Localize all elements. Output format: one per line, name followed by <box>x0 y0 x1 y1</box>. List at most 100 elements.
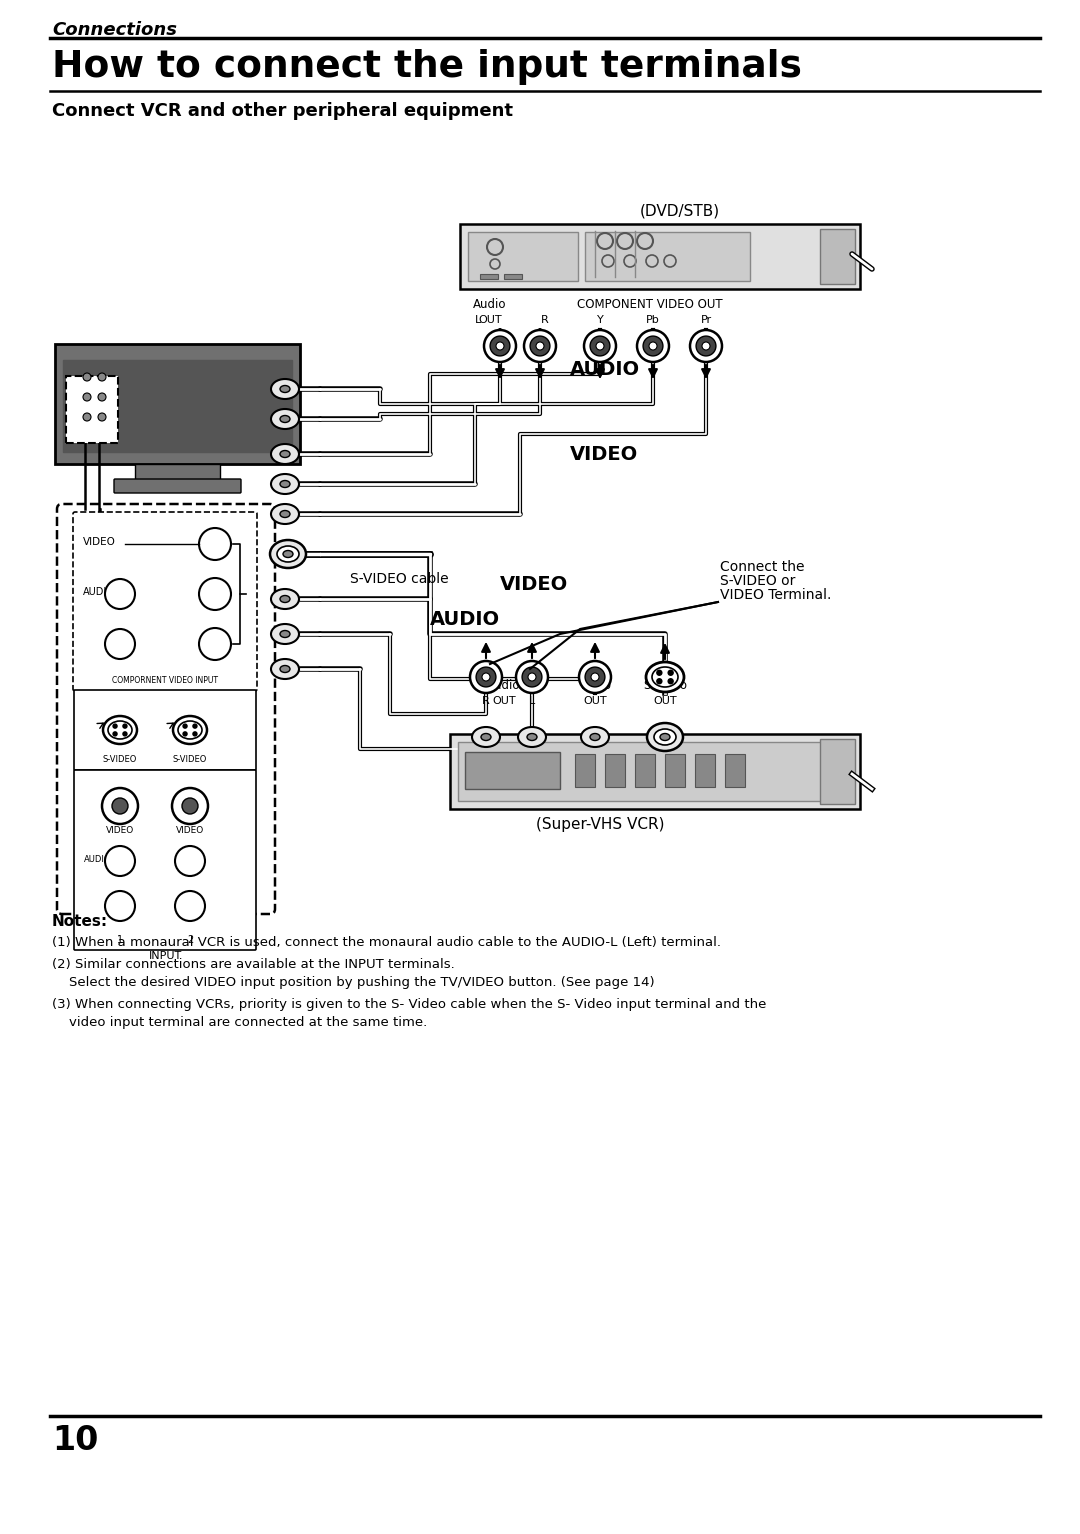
Circle shape <box>98 393 106 400</box>
Text: Audio: Audio <box>487 680 521 692</box>
Circle shape <box>83 413 91 420</box>
Ellipse shape <box>270 540 306 568</box>
Text: PR: PR <box>207 640 222 649</box>
Ellipse shape <box>280 451 291 457</box>
Bar <box>725 755 745 787</box>
Circle shape <box>102 788 138 824</box>
Text: VIDEO: VIDEO <box>176 825 204 834</box>
Text: PB: PB <box>207 589 222 598</box>
Ellipse shape <box>280 630 291 638</box>
Text: S-VIDEO cable: S-VIDEO cable <box>350 572 448 586</box>
Text: VIDEO: VIDEO <box>570 445 638 463</box>
Ellipse shape <box>646 663 684 692</box>
Ellipse shape <box>271 660 299 680</box>
Text: video input terminal are connected at the same time.: video input terminal are connected at th… <box>52 1016 428 1029</box>
Circle shape <box>536 342 544 350</box>
Bar <box>696 755 715 787</box>
Circle shape <box>637 330 669 362</box>
Text: S-VIDEO: S-VIDEO <box>103 755 137 764</box>
Ellipse shape <box>654 729 676 746</box>
Circle shape <box>649 342 657 350</box>
Bar <box>135 463 220 482</box>
FancyBboxPatch shape <box>73 512 257 690</box>
Circle shape <box>697 336 716 356</box>
Text: VIDEO: VIDEO <box>500 575 568 594</box>
Bar <box>465 752 561 788</box>
Ellipse shape <box>280 480 291 488</box>
Text: 10: 10 <box>52 1424 98 1457</box>
Ellipse shape <box>108 721 132 739</box>
Circle shape <box>175 891 205 920</box>
FancyBboxPatch shape <box>66 376 118 443</box>
Text: VIDEO Terminal.: VIDEO Terminal. <box>720 588 832 601</box>
Ellipse shape <box>173 716 207 744</box>
Circle shape <box>175 845 205 876</box>
Circle shape <box>183 798 198 815</box>
Circle shape <box>669 670 673 675</box>
Circle shape <box>524 330 556 362</box>
Text: Notes:: Notes: <box>52 914 108 930</box>
FancyBboxPatch shape <box>114 479 241 492</box>
Text: Pr: Pr <box>701 314 712 325</box>
Text: Connect the: Connect the <box>720 560 805 574</box>
Circle shape <box>113 732 117 736</box>
Text: L: L <box>117 588 123 600</box>
Ellipse shape <box>518 727 546 747</box>
Text: S-VIDEO: S-VIDEO <box>173 755 207 764</box>
Bar <box>820 739 855 804</box>
Ellipse shape <box>660 733 670 741</box>
Text: L: L <box>187 856 193 867</box>
Ellipse shape <box>178 721 202 739</box>
Text: Video: Video <box>579 680 611 692</box>
Circle shape <box>193 732 197 736</box>
Text: (1) When a monaural VCR is used, connect the monaural audio cable to the AUDIO-L: (1) When a monaural VCR is used, connect… <box>52 936 721 950</box>
Text: 1: 1 <box>117 936 123 945</box>
Text: (2) Similar connections are available at the INPUT terminals.: (2) Similar connections are available at… <box>52 959 455 971</box>
Text: (DVD/STB): (DVD/STB) <box>640 202 720 218</box>
Bar <box>635 755 654 787</box>
Text: OUT: OUT <box>583 696 607 706</box>
Ellipse shape <box>481 733 491 741</box>
Circle shape <box>83 373 91 380</box>
Circle shape <box>596 342 604 350</box>
Circle shape <box>530 336 550 356</box>
Circle shape <box>490 336 510 356</box>
Bar <box>468 232 578 281</box>
Text: OUT: OUT <box>492 696 516 706</box>
Ellipse shape <box>271 474 299 494</box>
Circle shape <box>105 578 135 609</box>
Text: (Super-VHS VCR): (Super-VHS VCR) <box>536 818 664 831</box>
Text: 2: 2 <box>187 936 193 945</box>
Text: AUDIO: AUDIO <box>84 854 111 864</box>
Ellipse shape <box>280 666 291 672</box>
Circle shape <box>690 330 723 362</box>
Text: Connections: Connections <box>52 21 177 38</box>
Circle shape <box>83 393 91 400</box>
Text: R: R <box>482 696 490 706</box>
Text: AUDIO: AUDIO <box>430 611 500 629</box>
Circle shape <box>98 413 106 420</box>
Text: S-Video: S-Video <box>643 680 687 692</box>
Circle shape <box>172 788 208 824</box>
Circle shape <box>199 627 231 660</box>
Text: OUT: OUT <box>653 696 677 706</box>
Circle shape <box>199 528 231 560</box>
Bar <box>585 232 750 281</box>
Bar <box>460 224 860 288</box>
Circle shape <box>657 678 662 684</box>
Ellipse shape <box>527 733 537 741</box>
Circle shape <box>590 336 610 356</box>
Text: OUT: OUT <box>478 314 502 325</box>
Bar <box>605 755 625 787</box>
Text: COMPORNENT VIDEO INPUT: COMPORNENT VIDEO INPUT <box>112 676 218 686</box>
Circle shape <box>183 724 187 729</box>
Circle shape <box>105 629 135 660</box>
Circle shape <box>643 336 663 356</box>
FancyBboxPatch shape <box>75 770 256 950</box>
Circle shape <box>105 891 135 920</box>
Ellipse shape <box>271 443 299 463</box>
Text: L: L <box>529 696 535 706</box>
Bar <box>820 229 855 284</box>
Bar <box>575 755 595 787</box>
Circle shape <box>496 342 504 350</box>
